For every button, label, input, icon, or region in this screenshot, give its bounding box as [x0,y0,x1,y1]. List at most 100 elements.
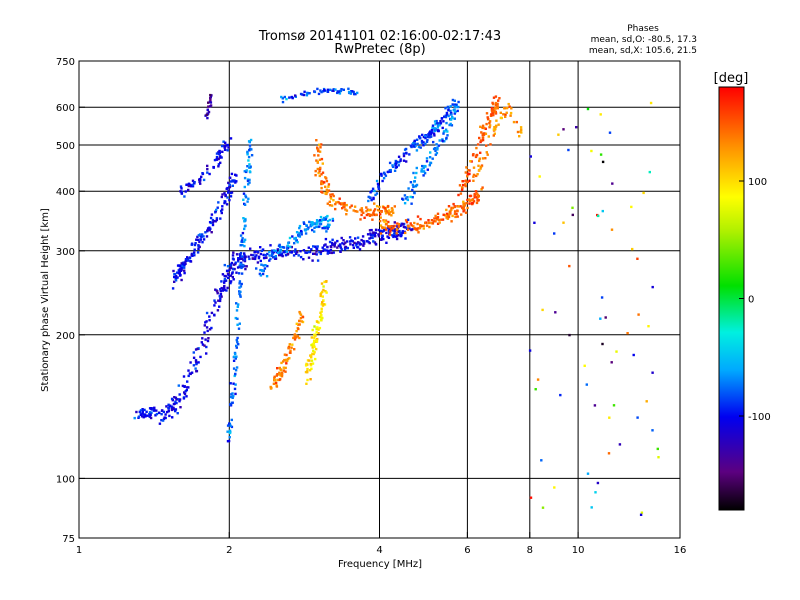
echo-point [402,154,406,158]
echo-point [401,231,404,234]
echo-point [291,96,294,100]
echo-point [479,165,483,168]
echo-point [343,204,346,207]
echo-point [411,143,414,146]
echo-point [244,267,247,271]
echo-point [451,98,455,102]
echo-point [235,338,238,342]
echo-point [339,89,343,93]
echo-point [146,414,149,417]
echo-point [350,239,353,242]
echo-point [567,148,570,152]
echo-point [361,235,365,238]
echo-point [465,166,468,169]
echo-point [405,160,408,163]
echo-point [464,179,468,182]
echo-point [422,141,425,144]
echo-point [407,225,410,228]
echo-point [239,285,243,288]
echo-point [208,229,211,232]
echo-point [355,242,358,245]
echo-point [183,385,186,388]
echo-point [214,288,217,291]
echo-point [504,115,507,118]
echo-point [340,202,344,205]
echo-point [273,375,276,378]
echo-point [234,316,237,320]
echo-point [433,217,436,220]
echo-point [391,164,394,167]
echo-point [302,93,306,97]
echo-point [324,185,327,188]
echo-point [571,213,574,217]
echo-point [478,157,481,160]
echo-point [313,230,316,233]
echo-point [171,399,174,402]
echo-point [233,374,236,378]
echo-point [251,257,254,260]
echo-point [425,140,429,143]
echo-point [234,261,237,264]
echo-point [651,371,654,374]
echo-point [254,250,257,253]
echo-point [585,383,588,386]
echo-point [297,233,301,236]
echo-point [230,172,234,176]
echo-point [183,266,186,269]
echo-point [280,95,283,99]
echo-point [379,216,382,219]
echo-point [218,295,221,298]
echo-point [404,237,407,240]
echo-point [431,157,434,160]
echo-point [326,245,329,249]
echo-point [415,171,418,175]
echo-point [351,243,355,247]
echo-point [313,154,316,157]
echo-point [380,174,383,177]
echo-point [419,224,422,227]
echo-point [197,247,200,250]
echo-point [381,234,384,237]
echo-point [220,144,224,148]
echo-point [388,233,392,236]
echo-point [153,409,156,412]
echo-point [445,208,448,212]
echo-point [216,292,219,295]
echo-point [150,411,153,414]
echo-point [315,221,319,224]
echo-point [466,198,469,202]
echo-point [185,388,188,392]
echo-point [314,357,317,361]
echo-point [636,416,639,419]
echo-point [436,129,440,133]
echo-point [334,88,337,91]
echo-point [231,401,234,404]
echo-point [184,258,188,261]
echo-point [229,274,233,277]
echo-point [450,220,453,223]
echo-point [398,161,401,164]
echo-point [433,120,437,123]
echo-point [393,169,397,172]
echo-point [323,227,326,230]
echo-point [206,329,209,333]
echo-point [484,157,487,160]
echo-point [648,170,651,174]
echo-point [642,191,645,195]
echo-point [444,107,447,110]
echo-point [330,241,334,245]
echo-point [233,355,236,358]
echo-point [263,256,266,260]
echo-point [223,274,226,278]
echo-point [235,253,239,256]
echo-point [342,243,346,246]
echo-point [446,105,450,109]
y-tick-label: 200 [56,331,75,342]
echo-point [429,151,432,154]
echo-point [220,156,223,159]
colorbar-tick-label: 100 [748,177,767,188]
echo-point [288,251,292,254]
echo-point [320,181,323,184]
echo-point [316,160,319,163]
echo-point [276,378,279,382]
